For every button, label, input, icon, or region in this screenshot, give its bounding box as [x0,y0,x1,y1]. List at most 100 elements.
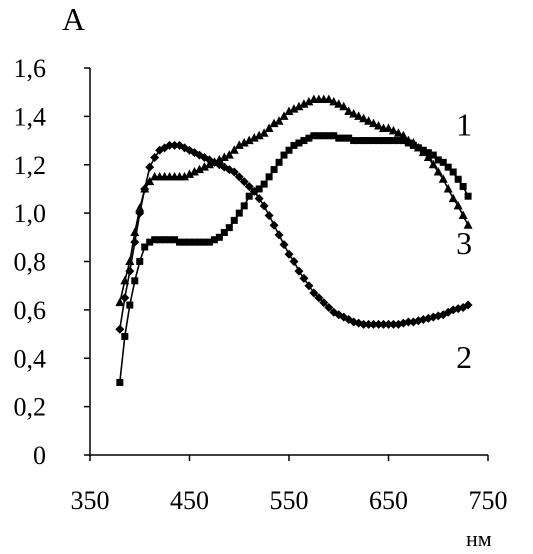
series-2-point [170,140,180,150]
series-2-point [274,230,284,240]
series-1-point [264,123,274,132]
series-1-point [249,133,259,142]
x-axis-title: нм [466,526,492,551]
series-1-point [299,99,309,108]
series-2-point [364,319,374,329]
series-3-point [404,139,412,147]
series-3-point [220,228,228,236]
series-2-point [309,288,319,298]
series-1-point [284,106,294,116]
series-2-point [314,293,324,303]
series-3-point [325,132,333,140]
series-1-point [289,104,299,113]
series-2-point [299,273,309,283]
series-3-point [320,132,328,140]
series-1 [115,94,473,307]
series-2-point [289,257,299,266]
y-tick-label: 0,8 [14,248,47,277]
series-2-point [403,317,413,327]
y-tick-label: 0,2 [14,393,47,422]
series-3-point [414,144,422,152]
series-3-point [389,137,397,145]
series-3-point [275,158,283,166]
series-3-point [385,137,392,145]
series-3-point [126,301,134,309]
series-3-point [409,141,417,149]
series-3-point [176,238,184,246]
series-1-point [428,159,438,169]
series-1-point [438,174,448,183]
series-2-point [229,167,239,177]
series-1-point [189,167,199,176]
series-1-point [234,140,244,149]
series-3-point [156,236,164,244]
series-3-point [424,149,432,157]
series-1-point [224,150,234,159]
series-3-point [280,151,288,159]
series-2-point [294,266,304,276]
series-3-point [151,236,159,244]
series-1-point [194,164,204,174]
series-3-point [419,146,427,154]
series-3-point [439,158,447,166]
series-3-point [121,332,129,340]
series-3 [116,132,472,386]
series-3-point [454,175,462,183]
series-2 [115,140,473,334]
series-1-point [458,210,468,220]
series-1-point [384,123,393,132]
series-1-point [349,108,359,118]
series-2-point [304,281,314,291]
series-3-point [181,238,189,246]
series-3-point [335,134,343,142]
series-3-point [350,137,358,145]
series-1-point [393,128,403,137]
series-1-point [259,128,269,137]
series-2-point [388,319,398,329]
y-axis-ticks: 0 0,2 0,4 0,6 0,8 1,0 1,2 1,4 1,6 [14,54,90,470]
series-3-point [161,236,169,244]
y-tick-label: 0 [33,441,46,470]
series-3-point [210,236,218,244]
series-1-point [219,152,229,161]
series-3-point [171,236,179,244]
curve-labels: 1 3 2 [456,107,472,375]
series-1-point [388,125,398,135]
series-2-point [279,240,289,250]
series-3-point [399,137,407,145]
series-3-point [235,209,243,217]
series-2-point [115,324,125,334]
series-3-point [295,139,303,147]
series-2-point [140,184,150,194]
series-3-point [186,238,193,246]
series-1-point [294,101,304,111]
series-3-point [215,233,223,241]
series-3-point [260,180,268,188]
x-tick-label: 450 [170,486,209,515]
series-1-point [115,297,125,307]
curve-label-1: 1 [456,107,472,143]
series-3-point [190,238,198,246]
series-1-point [239,137,249,147]
series-1-point [279,111,289,120]
series-2-point [135,208,145,218]
series-1-point [339,101,349,111]
series-3-point [205,238,213,246]
series-2-point [463,300,473,310]
series-1-point [334,99,344,108]
series-1-point [369,118,379,128]
x-tick-label: 650 [369,486,408,515]
series-1-point [145,176,155,186]
series-1-point [354,111,364,120]
series-2-point [165,140,175,150]
series-1-point [423,152,433,161]
series-3-point [290,141,298,149]
series-2-point [369,319,379,329]
series-3-point [265,173,273,181]
series-3-point [245,192,253,200]
series-1-point [130,227,140,236]
series-1-line [119,98,469,303]
series-3-point [225,224,233,232]
y-tick-label: 1,0 [14,199,47,228]
